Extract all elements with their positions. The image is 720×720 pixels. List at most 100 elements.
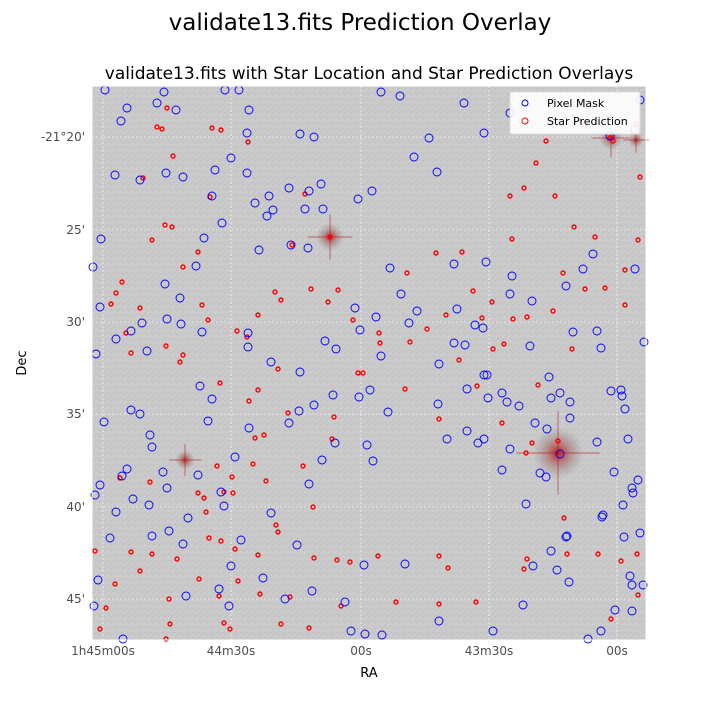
star-prediction-marker xyxy=(501,341,507,347)
pixel-mask-marker xyxy=(546,393,556,403)
pixel-mask-marker xyxy=(521,499,531,509)
pixel-mask-marker xyxy=(452,304,462,314)
legend-label-star-prediction: Star Prediction xyxy=(547,115,628,128)
pixel-mask-marker xyxy=(620,404,630,414)
pixel-mask-marker xyxy=(216,487,226,497)
pixel-mask-marker xyxy=(530,418,540,428)
star-prediction-series xyxy=(92,105,643,642)
star-prediction-marker xyxy=(499,420,505,426)
star-prediction-marker xyxy=(180,264,186,270)
pixel-mask-marker xyxy=(195,381,205,391)
star-prediction-marker xyxy=(571,224,577,230)
pixel-mask-marker xyxy=(588,249,598,259)
pixel-mask-marker xyxy=(243,342,253,352)
pixel-mask-marker xyxy=(162,483,172,493)
star-prediction-marker xyxy=(473,599,479,605)
pixel-mask-marker xyxy=(434,359,444,369)
pixel-mask-marker xyxy=(578,264,588,274)
star-prediction-marker xyxy=(108,301,114,307)
pixel-mask-marker xyxy=(162,314,172,324)
star-prediction-marker xyxy=(154,124,160,130)
pixel-mask-marker xyxy=(618,500,628,510)
star-prediction-marker xyxy=(128,350,134,356)
pixel-mask-marker xyxy=(368,456,378,466)
pixel-mask-marker xyxy=(630,264,640,274)
bright-star-glows xyxy=(169,118,649,495)
pixel-mask-marker xyxy=(145,430,155,440)
pixel-mask-marker xyxy=(137,318,147,328)
star-prediction-marker xyxy=(164,105,170,111)
star-prediction-marker xyxy=(524,556,530,562)
star-prediction-marker xyxy=(117,475,123,481)
star-prediction-marker xyxy=(273,522,279,528)
y-tick-label: 30' xyxy=(66,315,85,329)
pixel-mask-marker xyxy=(597,512,607,522)
pixel-mask-marker xyxy=(219,501,229,511)
pixel-mask-marker xyxy=(479,128,489,138)
x-tick-label: 00s xyxy=(350,644,372,658)
pixel-mask-marker xyxy=(481,257,491,267)
pixel-mask-marker xyxy=(147,531,157,541)
star-prediction-marker xyxy=(524,314,530,320)
pixel-mask-marker xyxy=(175,293,185,303)
pixel-mask-marker xyxy=(482,370,492,380)
pixel-mask-marker xyxy=(609,467,619,477)
star-prediction-marker xyxy=(206,535,212,541)
pixel-mask-marker xyxy=(518,600,528,610)
star-prediction-marker xyxy=(622,302,628,308)
pixel-mask-marker xyxy=(596,626,606,636)
pixel-mask-marker xyxy=(598,510,608,520)
star-prediction-marker xyxy=(637,174,643,180)
star-prediction-marker xyxy=(159,126,165,132)
pixel-mask-marker xyxy=(442,434,452,444)
pixel-mask-marker xyxy=(118,634,128,644)
star-prediction-marker xyxy=(535,382,541,388)
pixel-mask-marker xyxy=(353,194,363,204)
star-prediction-marker xyxy=(119,279,125,285)
pixel-mask-marker xyxy=(183,513,193,523)
star-prediction-marker xyxy=(306,625,312,631)
star-prediction-marker xyxy=(221,620,227,626)
plot-background xyxy=(92,86,646,640)
pixel-mask-marker xyxy=(497,388,507,398)
star-prediction-marker xyxy=(195,249,201,255)
star-prediction-marker xyxy=(334,557,340,563)
star-prediction-marker xyxy=(311,555,317,561)
star-prediction-marker xyxy=(147,479,153,485)
pixel-mask-marker xyxy=(243,328,253,338)
pixel-mask-marker xyxy=(555,388,565,398)
pixel-mask-marker xyxy=(280,594,290,604)
pixel-mask-marker xyxy=(483,393,493,403)
pixel-mask-marker xyxy=(197,327,207,337)
pixel-mask-marker xyxy=(409,152,419,162)
pixel-mask-marker xyxy=(460,340,470,350)
star-prediction-marker xyxy=(507,193,513,199)
pixel-mask-marker xyxy=(152,98,162,108)
star-prediction-marker xyxy=(393,599,399,605)
pixel-mask-marker xyxy=(561,532,571,542)
star-prediction-marker xyxy=(112,581,118,587)
figure-suptitle: validate13.fits Prediction Overlay xyxy=(168,10,552,36)
star-prediction-marker xyxy=(227,626,233,632)
star-prediction-marker xyxy=(635,592,641,598)
pixel-mask-marker xyxy=(541,472,551,482)
pixel-mask-marker xyxy=(400,559,410,569)
pixel-mask-marker xyxy=(95,480,105,490)
pixel-mask-marker xyxy=(478,323,488,333)
star-prediction-marker xyxy=(407,339,413,345)
star-prediction-marker xyxy=(170,153,176,159)
star-prediction-marker xyxy=(489,299,495,305)
star-prediction-marker xyxy=(263,478,269,484)
star-prediction-marker xyxy=(289,242,295,248)
y-tick-label: 45' xyxy=(66,592,85,606)
pixel-mask-marker xyxy=(96,234,106,244)
star-prediction-marker xyxy=(255,552,261,558)
x-axis-label: RA xyxy=(360,666,378,681)
pixel-mask-marker xyxy=(365,385,375,395)
star-prediction-marker xyxy=(140,175,146,181)
pixel-mask-marker xyxy=(340,597,350,607)
pixel-mask-marker xyxy=(565,397,575,407)
star-prediction-marker xyxy=(234,328,240,334)
pixel-mask-marker xyxy=(217,218,227,228)
